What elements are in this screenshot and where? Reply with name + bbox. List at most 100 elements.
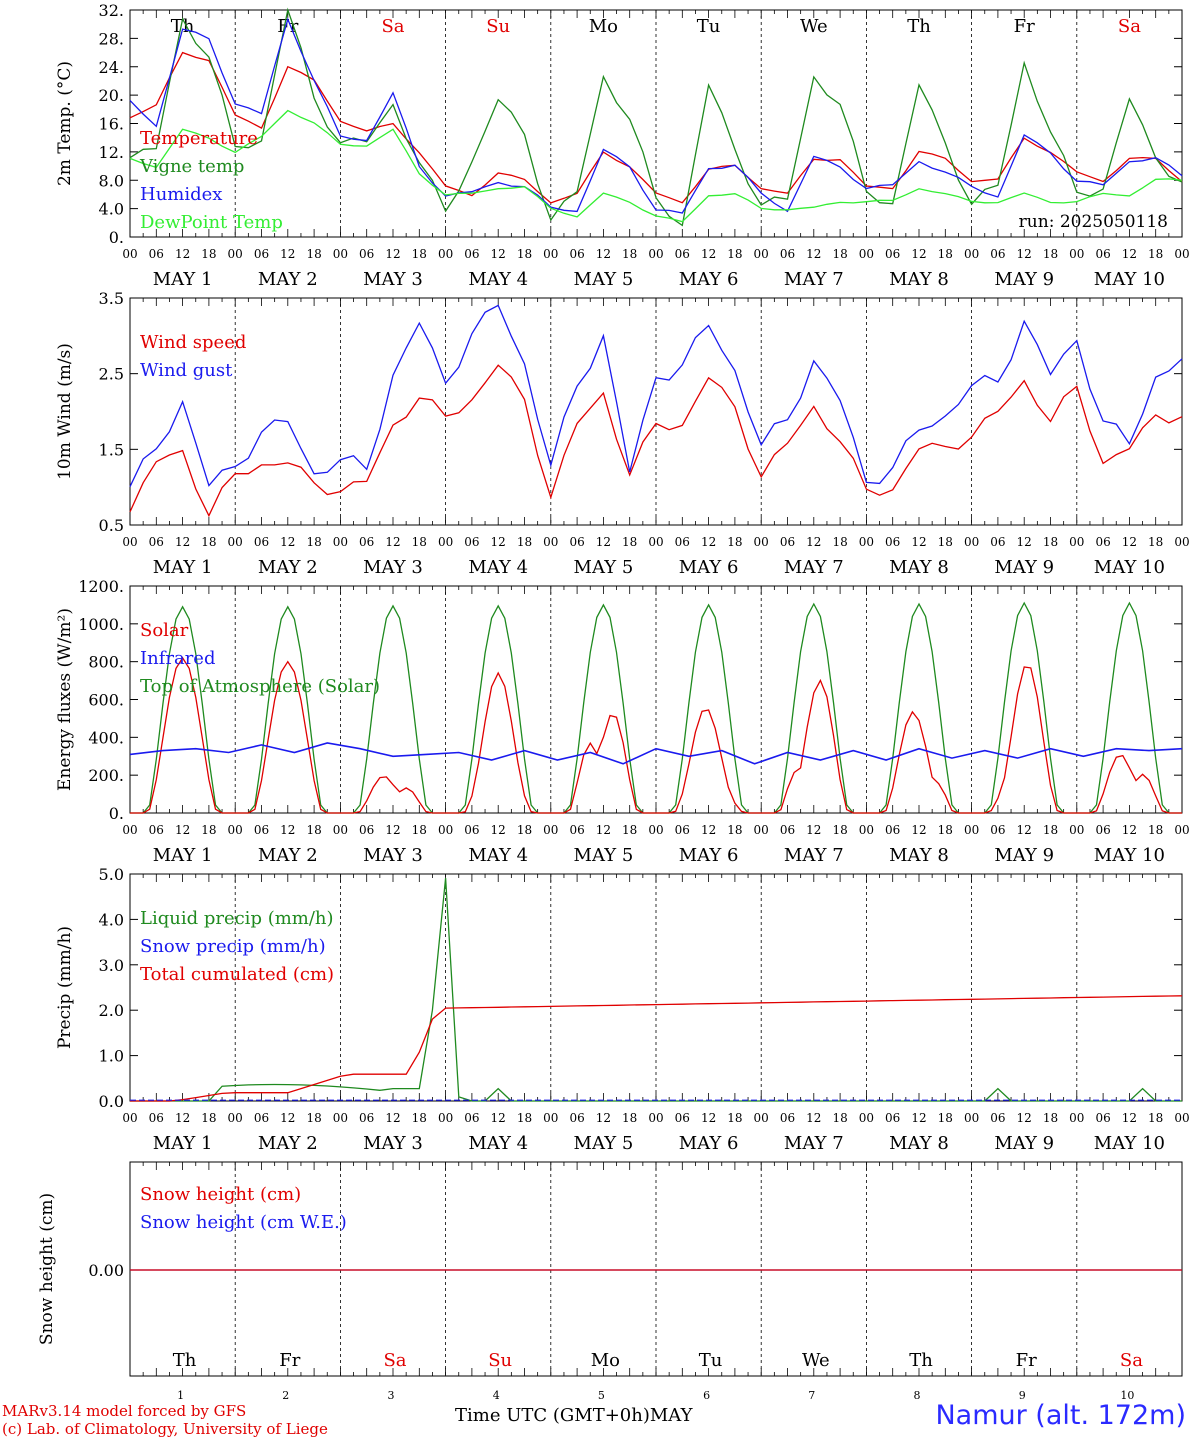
day-label: MAY 3 (363, 1133, 423, 1154)
hour-label: 06 (1095, 823, 1110, 837)
hour-label: 12 (596, 535, 611, 549)
day-label: MAY 10 (1094, 557, 1165, 578)
day-number: 2 (282, 1389, 289, 1402)
day-label: MAY 8 (889, 269, 949, 290)
hour-label: 18 (938, 535, 953, 549)
hour-label: 12 (1017, 823, 1032, 837)
hour-label: 06 (464, 247, 479, 261)
hour-label: 18 (727, 823, 742, 837)
day-number: 6 (703, 1389, 710, 1402)
hour-label: 00 (859, 1111, 874, 1125)
hour-label: 18 (727, 1111, 742, 1125)
hour-label: 06 (675, 247, 690, 261)
hour-label: 18 (622, 1111, 637, 1125)
hour-label: 06 (1095, 1111, 1110, 1125)
y-tick-label: 3.5 (99, 289, 124, 308)
day-label: MAY 6 (679, 269, 739, 290)
day-number: 1 (177, 1389, 184, 1402)
hour-label: 12 (175, 1111, 190, 1125)
hour-label: 18 (832, 535, 847, 549)
day-label: MAY 6 (679, 557, 739, 578)
hour-label: 18 (1043, 823, 1058, 837)
hour-label: 06 (675, 823, 690, 837)
weekday-label: Su (486, 16, 510, 37)
hour-label: 18 (306, 535, 321, 549)
hour-label: 18 (412, 823, 427, 837)
hour-label: 06 (885, 535, 900, 549)
y-tick-label: 16. (99, 115, 124, 134)
hour-label: 00 (122, 247, 137, 261)
day-label: MAY 3 (363, 845, 423, 866)
hour-label: 12 (175, 823, 190, 837)
hour-label: 00 (1174, 535, 1189, 549)
hour-label: 12 (175, 535, 190, 549)
hour-label: 18 (832, 823, 847, 837)
hour-label: 18 (517, 823, 532, 837)
y-tick-label: 1000. (78, 615, 124, 634)
day-label: MAY 4 (468, 557, 528, 578)
hour-label: 00 (1069, 535, 1084, 549)
hour-label: 06 (780, 247, 795, 261)
y-tick-label: 1.5 (99, 440, 124, 459)
y-tick-label: 20. (99, 86, 124, 105)
hour-label: 00 (122, 823, 137, 837)
day-label: MAY 1 (153, 269, 213, 290)
hour-label: 12 (596, 1111, 611, 1125)
hour-label: 18 (938, 823, 953, 837)
hour-label: 06 (464, 1111, 479, 1125)
hour-label: 18 (412, 247, 427, 261)
weekday-label: Fr (1014, 16, 1035, 37)
hour-label: 00 (228, 823, 243, 837)
hour-label: 00 (543, 247, 558, 261)
y-axis-title: Energy fluxes (W/m²) (55, 608, 75, 791)
hour-label: 12 (385, 1111, 400, 1125)
hour-label: 18 (832, 247, 847, 261)
weekday-label: Th (173, 1350, 197, 1371)
hour-label: 12 (280, 1111, 295, 1125)
y-tick-label: 4.0 (99, 910, 124, 929)
run-label: run: 2025050118 (1019, 212, 1168, 232)
hour-label: 00 (754, 823, 769, 837)
day-label: MAY 2 (258, 557, 318, 578)
hour-label: 00 (333, 247, 348, 261)
hour-label: 12 (1122, 1111, 1137, 1125)
day-label: MAY 1 (153, 1133, 213, 1154)
day-number: 3 (388, 1389, 395, 1402)
y-tick-label: 4.0 (99, 200, 124, 219)
hour-label: 18 (1043, 535, 1058, 549)
legend-red: Wind speed (140, 332, 246, 353)
hour-label: 00 (122, 1111, 137, 1125)
copyright-credit: (c) Lab. of Climatology, University of L… (2, 1420, 328, 1438)
y-tick-label: 5.0 (99, 865, 124, 884)
hour-label: 06 (359, 535, 374, 549)
day-label: MAY 7 (784, 557, 844, 578)
hour-label: 18 (622, 535, 637, 549)
day-label: MAY 8 (889, 557, 949, 578)
series-line-blue (129, 304, 1183, 487)
series-line-green (129, 7, 1183, 227)
weekday-label: Sa (1118, 16, 1141, 37)
hour-label: 00 (1174, 247, 1189, 261)
day-label: MAY 4 (468, 845, 528, 866)
hour-label: 00 (964, 823, 979, 837)
hour-label: 00 (333, 823, 348, 837)
day-label: MAY 7 (784, 269, 844, 290)
hour-label: 00 (964, 535, 979, 549)
hour-label: 18 (306, 247, 321, 261)
hour-label: 00 (122, 535, 137, 549)
y-tick-label: 2.5 (99, 365, 124, 384)
hour-label: 00 (754, 247, 769, 261)
hour-label: 00 (648, 535, 663, 549)
hour-label: 06 (885, 247, 900, 261)
legend-red: Snow height (cm) (140, 1184, 301, 1205)
y-tick-label: 1200. (78, 577, 124, 596)
y-tick-label: 0.0 (99, 1092, 124, 1111)
weekday-label: Mo (591, 1350, 620, 1371)
series-line-red (130, 995, 1183, 1102)
weekday-label: We (800, 16, 828, 37)
hour-label: 18 (622, 823, 637, 837)
day-label: MAY 1 (153, 557, 213, 578)
y-tick-label: 600. (88, 691, 124, 710)
hour-label: 00 (648, 247, 663, 261)
